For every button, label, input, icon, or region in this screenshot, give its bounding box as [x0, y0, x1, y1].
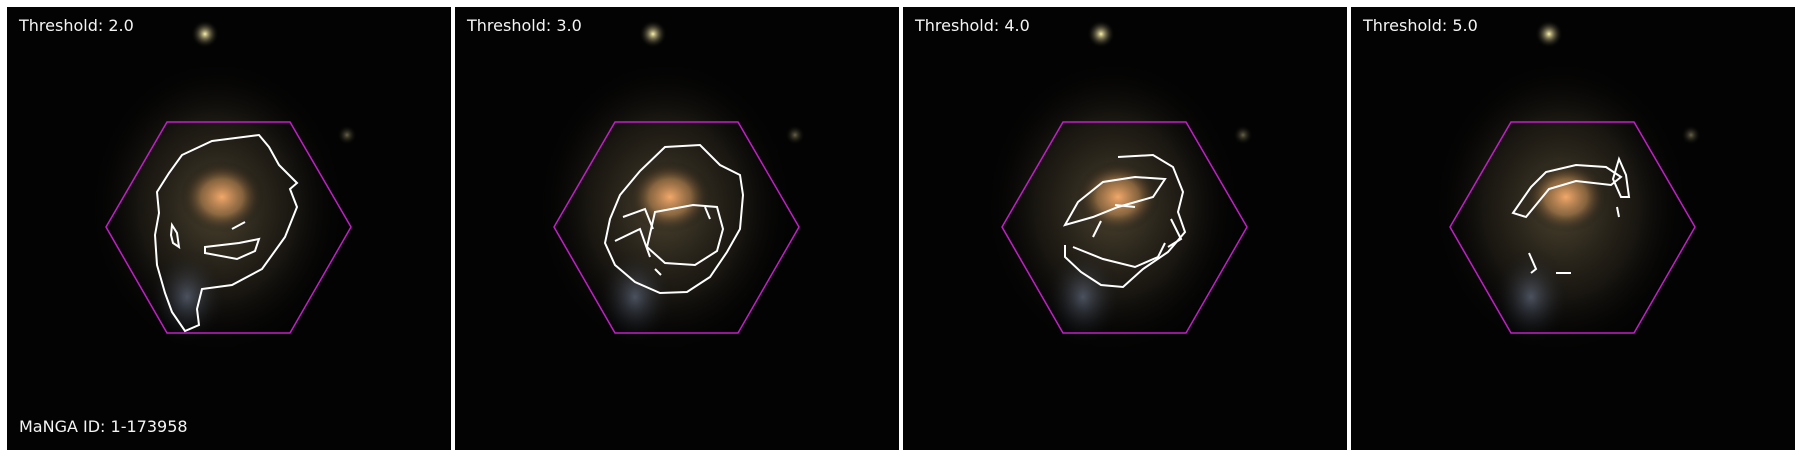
contour-fragment [622, 207, 654, 230]
galaxy-arm-glow [147, 247, 227, 347]
galaxy-core [1524, 161, 1608, 233]
threshold-label: Threshold: 3.0 [467, 16, 582, 35]
threshold-label: Threshold: 5.0 [1363, 16, 1478, 35]
manga-id-label: MaNGA ID: 1-173958 [19, 417, 188, 436]
contour-fragment [1114, 204, 1136, 208]
contour-outer [153, 133, 299, 333]
threshold-label: Threshold: 4.0 [915, 16, 1030, 35]
foreground-star [639, 20, 667, 48]
ifu-hexagon [1449, 121, 1696, 334]
contour-inner [1062, 175, 1167, 227]
contour-fragment [704, 206, 711, 220]
contour-inner [204, 237, 261, 261]
foreground-star [1087, 20, 1115, 48]
galaxy-image [535, 20, 805, 357]
contour-fragment [1092, 220, 1102, 238]
ifu-hexagon [553, 121, 800, 334]
faint-source [1681, 125, 1701, 145]
ifu-hexagon [1001, 121, 1248, 334]
ifu-hexagon [105, 121, 352, 334]
galaxy-core [628, 161, 712, 233]
contour-fragment [654, 268, 662, 276]
panel-threshold-4: Threshold: 4.0 [903, 7, 1347, 450]
contour-fragment [1611, 156, 1631, 198]
faint-source [337, 125, 357, 145]
panel-threshold-2: Threshold: 2.0 MaNGA ID: 1-173958 [7, 7, 451, 450]
contour-fragment [231, 221, 246, 230]
galaxy-core [180, 161, 264, 233]
contour-fragment [614, 227, 651, 258]
threshold-label: Threshold: 2.0 [19, 16, 134, 35]
foreground-star [191, 20, 219, 48]
contour-fragment [1616, 206, 1620, 218]
foreground-star [1535, 20, 1563, 48]
galaxy-image [87, 20, 357, 357]
galaxy-image [1431, 20, 1701, 357]
galaxy-image [983, 20, 1253, 357]
contour-fragment [169, 221, 181, 250]
contour-upper [1511, 163, 1623, 219]
panel-threshold-5: Threshold: 5.0 [1351, 7, 1795, 450]
contour-outer [1064, 153, 1187, 289]
contour-outer [603, 143, 745, 295]
faint-source [785, 125, 805, 145]
contour-fragment [1528, 252, 1538, 274]
galaxy-arm-glow [595, 247, 675, 347]
contour-fragment [1072, 242, 1166, 269]
contour-fragment [1167, 218, 1183, 248]
galaxy-arm-glow [1043, 247, 1123, 347]
faint-source [1233, 125, 1253, 145]
panel-threshold-3: Threshold: 3.0 [455, 7, 899, 450]
contour-inner [645, 203, 725, 267]
galaxy-arm-glow [1491, 247, 1571, 347]
galaxy-core [1076, 161, 1160, 233]
